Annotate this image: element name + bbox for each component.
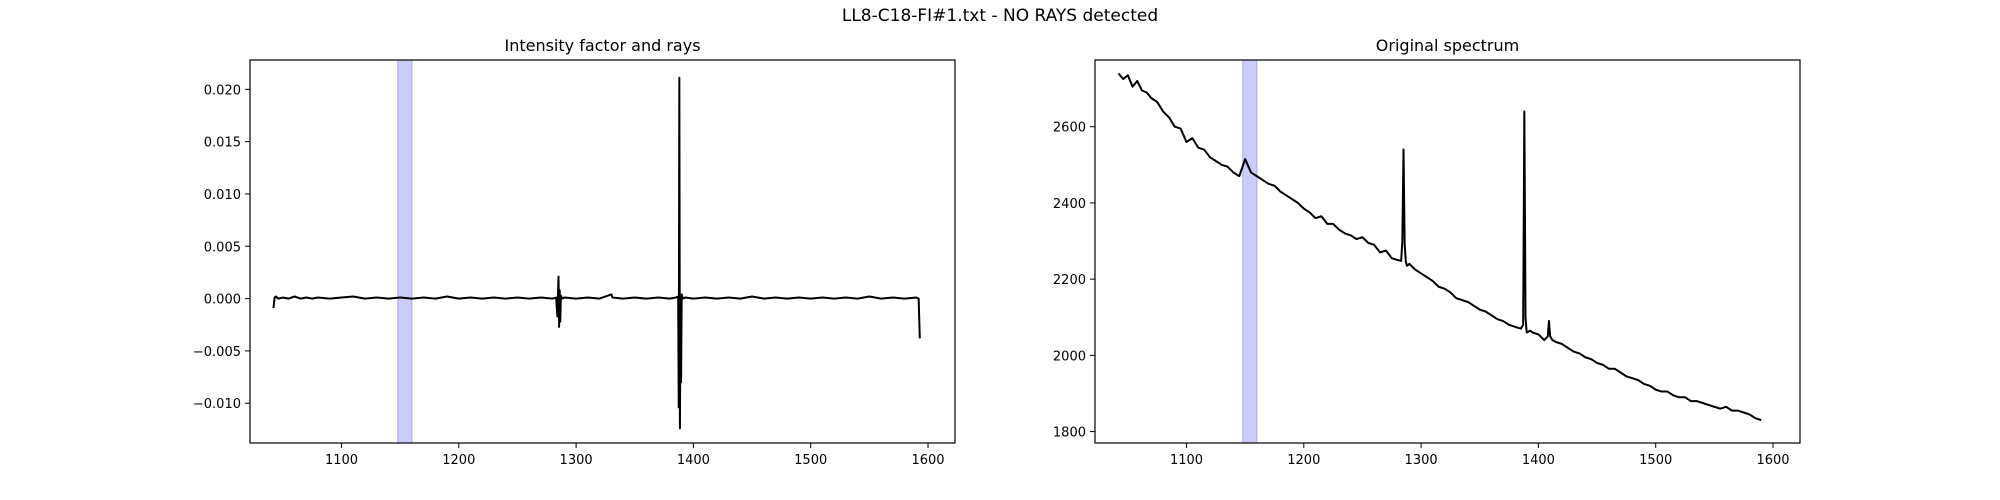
y-tick-label: 0.010 [204, 188, 241, 203]
highlight-band [1242, 59, 1258, 444]
y-tick-label: −0.010 [193, 397, 241, 412]
chart-panel-1: Intensity factor and rays 1100 1200 1300 140… [193, 36, 956, 468]
chart-panel-2: Original spectrum 1100 1200 1300 1400 1500 160… [1053, 36, 1801, 468]
highlight-band [397, 59, 413, 444]
x-tick-label: 1300 [1405, 453, 1438, 468]
x-tick-label: 1200 [442, 453, 475, 468]
panel-title: Intensity factor and rays [504, 36, 700, 55]
y-tick-label: −0.005 [193, 345, 241, 360]
axes-frame [1094, 59, 1801, 444]
x-tick-label: 1500 [794, 453, 827, 468]
panel-title: Original spectrum [1376, 36, 1519, 55]
x-tick-label: 1200 [1287, 453, 1320, 468]
y-tick-label: 1800 [1053, 426, 1086, 441]
x-tick-label: 1500 [1639, 453, 1672, 468]
x-tick-label: 1600 [1756, 453, 1789, 468]
y-tick-label: 2600 [1053, 121, 1086, 136]
axes-frame [249, 59, 956, 444]
x-tick-label: 1400 [1522, 453, 1555, 468]
x-tick-label: 1600 [911, 453, 944, 468]
y-tick-label: 2400 [1053, 197, 1086, 212]
y-tick-label: 0.015 [204, 136, 241, 151]
y-tick-label: 2000 [1053, 349, 1086, 364]
series-line-1 [1117, 72, 1762, 422]
x-tick-label: 1300 [560, 453, 593, 468]
x-tick-label: 1400 [677, 453, 710, 468]
x-tick-label: 1100 [1170, 453, 1203, 468]
y-tick-label: 0.005 [204, 240, 241, 255]
figure-title: LL8-C18-FI#1.txt - NO RAYS detected [841, 6, 1159, 26]
y-tick-label: 0.020 [204, 83, 241, 98]
y-tick-label: 2200 [1053, 273, 1086, 288]
series-line-1 [272, 76, 921, 430]
y-tick-label: 0.000 [204, 293, 241, 308]
x-tick-label: 1100 [325, 453, 358, 468]
